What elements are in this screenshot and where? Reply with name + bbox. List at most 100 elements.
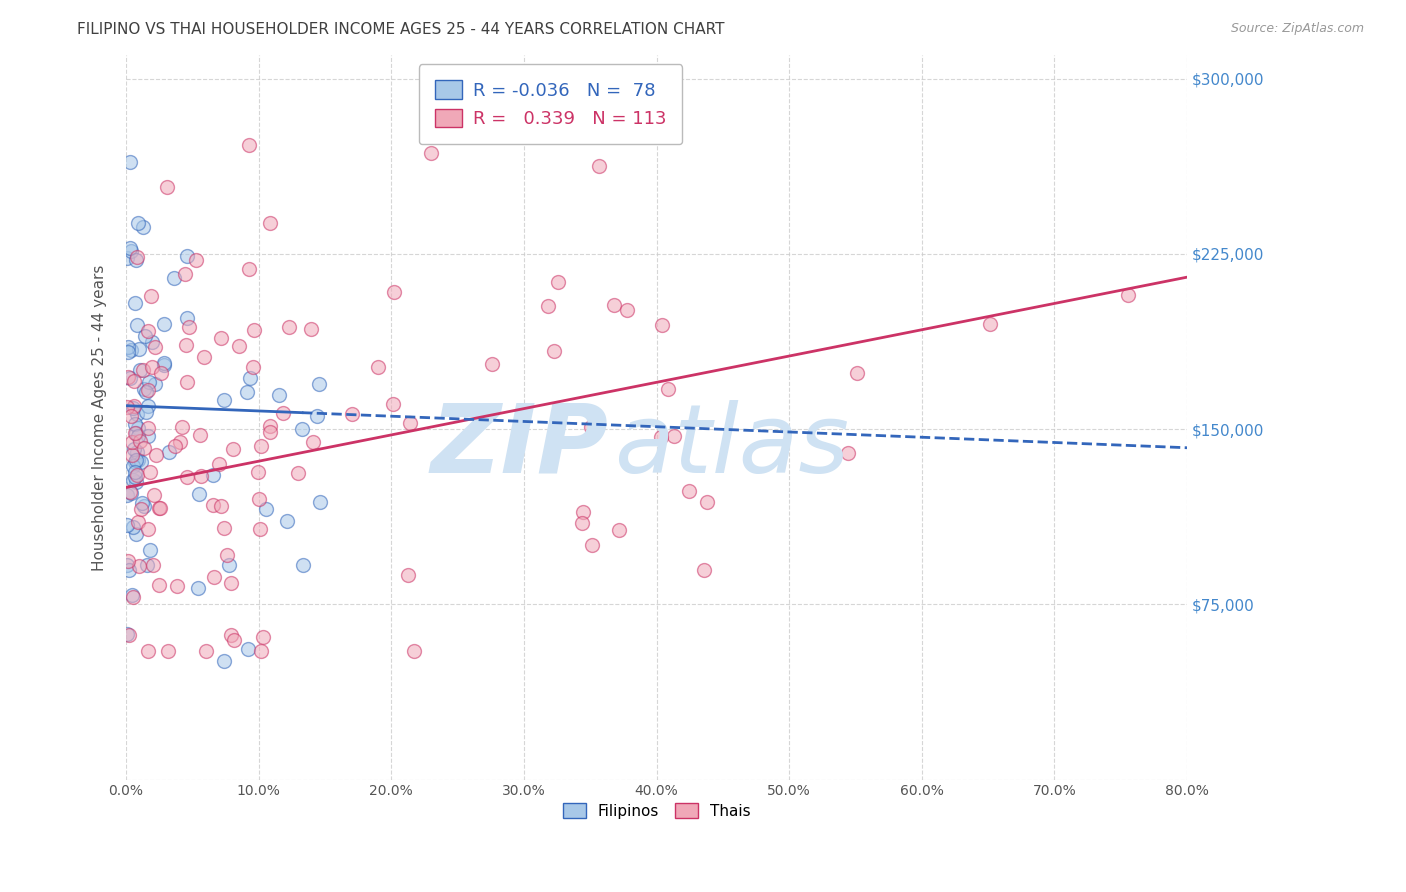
Point	[537, 299, 560, 313]
Point	[127, 250, 149, 264]
Point	[176, 375, 198, 389]
Point	[209, 331, 232, 345]
Point	[121, 434, 143, 449]
Point	[657, 382, 679, 396]
Point	[222, 442, 245, 456]
Point	[177, 319, 200, 334]
Point	[129, 502, 152, 516]
Point	[308, 376, 330, 391]
Point	[238, 137, 260, 152]
Point	[212, 521, 235, 535]
Point	[259, 418, 281, 433]
Point	[124, 417, 146, 431]
Point	[247, 492, 270, 507]
Point	[121, 343, 143, 357]
Point	[135, 385, 157, 400]
Point	[142, 488, 165, 502]
Point	[219, 628, 242, 642]
Point	[138, 375, 160, 389]
Point	[134, 382, 156, 396]
Point	[118, 155, 141, 169]
Point	[581, 538, 603, 552]
Point	[127, 516, 149, 530]
Point	[122, 401, 145, 416]
Point	[118, 370, 141, 384]
Point	[278, 319, 301, 334]
Point	[193, 350, 215, 364]
Point	[124, 426, 146, 441]
Point	[250, 440, 273, 454]
Point	[121, 591, 143, 605]
Point	[291, 422, 314, 436]
Point	[136, 523, 159, 537]
Point	[117, 400, 139, 414]
Point	[118, 563, 141, 577]
Point	[187, 581, 209, 595]
Point	[148, 578, 170, 592]
Point	[190, 469, 212, 483]
Point	[124, 469, 146, 483]
Point	[128, 342, 150, 356]
Point	[117, 340, 139, 354]
Point	[603, 298, 626, 312]
Point	[166, 579, 188, 593]
Point	[163, 271, 186, 285]
Point	[139, 465, 162, 479]
Point	[117, 251, 139, 265]
Legend: Filipinos, Thais: Filipinos, Thais	[555, 795, 758, 826]
Point	[120, 409, 142, 423]
Point	[120, 241, 142, 255]
Point	[242, 359, 264, 374]
Point	[122, 459, 145, 474]
Point	[169, 434, 191, 449]
Point	[120, 485, 142, 500]
Point	[176, 249, 198, 263]
Text: Source: ZipAtlas.com: Source: ZipAtlas.com	[1230, 22, 1364, 36]
Point	[228, 339, 250, 353]
Point	[209, 500, 232, 514]
Point	[979, 318, 1001, 332]
Text: atlas: atlas	[614, 400, 849, 493]
Point	[122, 520, 145, 534]
Point	[651, 318, 673, 332]
Point	[145, 448, 167, 462]
Point	[127, 453, 149, 467]
Text: FILIPINO VS THAI HOUSEHOLDER INCOME AGES 25 - 44 YEARS CORRELATION CHART: FILIPINO VS THAI HOUSEHOLDER INCOME AGES…	[77, 22, 725, 37]
Point	[122, 473, 145, 487]
Point	[124, 455, 146, 469]
Point	[120, 244, 142, 258]
Point	[129, 455, 152, 469]
Point	[572, 505, 595, 519]
Point	[141, 334, 163, 349]
Point	[132, 499, 155, 513]
Point	[125, 318, 148, 333]
Point	[152, 356, 174, 370]
Point	[382, 285, 405, 300]
Point	[173, 267, 195, 281]
Point	[696, 495, 718, 509]
Point	[588, 159, 610, 173]
Point	[276, 515, 298, 529]
Y-axis label: Householder Income Ages 25 - 44 years: Householder Income Ages 25 - 44 years	[93, 264, 107, 571]
Point	[309, 495, 332, 509]
Point	[127, 468, 149, 483]
Point	[141, 359, 163, 374]
Point	[250, 644, 273, 658]
Point	[125, 453, 148, 467]
Point	[135, 558, 157, 573]
Point	[136, 429, 159, 443]
Point	[184, 252, 207, 267]
Point	[117, 558, 139, 573]
Point	[219, 576, 242, 591]
Point	[188, 428, 211, 442]
Point	[202, 570, 225, 584]
Point	[396, 568, 419, 582]
Point	[188, 486, 211, 500]
Point	[291, 558, 314, 573]
Point	[143, 377, 166, 392]
Point	[157, 644, 180, 658]
Point	[136, 384, 159, 398]
Point	[176, 470, 198, 484]
Point	[124, 527, 146, 541]
Point	[650, 430, 672, 444]
